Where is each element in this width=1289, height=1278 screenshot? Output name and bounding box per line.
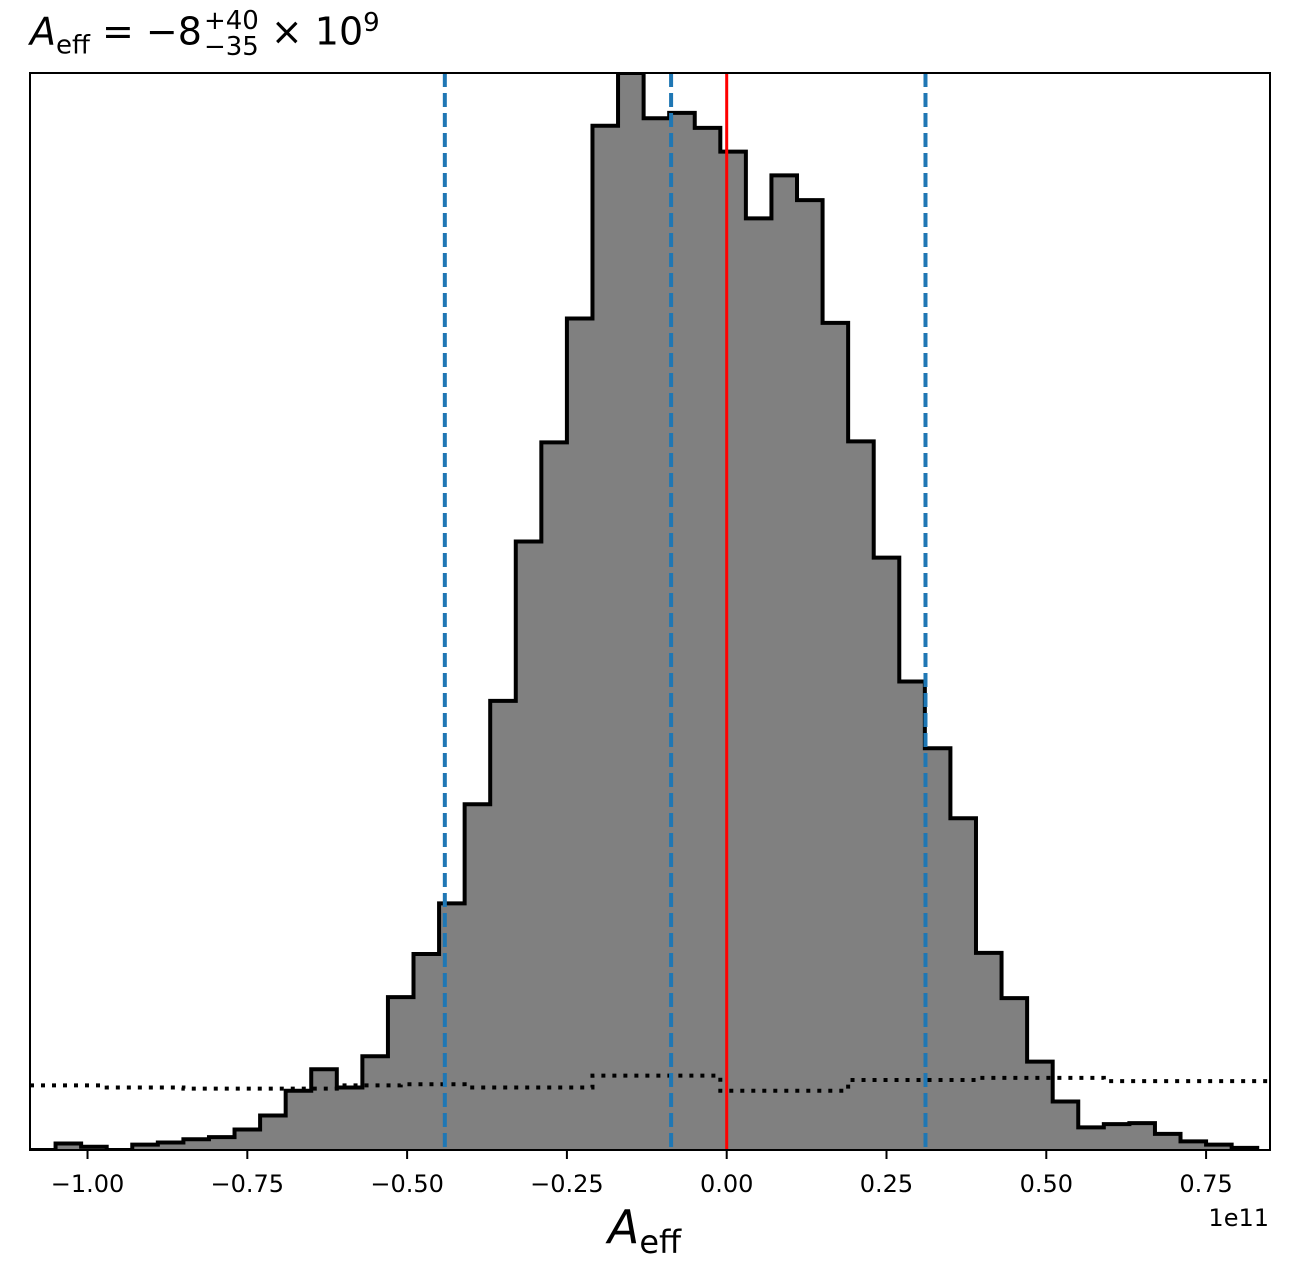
x-tick-label: −0.50 [370, 1170, 444, 1198]
histogram-bar [1027, 1061, 1054, 1150]
histogram-bar [771, 175, 798, 1150]
histogram-bar [745, 218, 772, 1150]
prior-distribution-line [30, 1073, 1270, 1093]
x-axis-label: Aeff [0, 1200, 1289, 1261]
x-tick-label: −0.25 [530, 1170, 604, 1198]
histogram-bar [1129, 1123, 1156, 1150]
x-tick-label: −0.75 [211, 1170, 285, 1198]
histogram-outline [30, 73, 1260, 1150]
title-upper-error: +40 [203, 6, 259, 37]
histogram-bar [1078, 1127, 1105, 1150]
histogram-bar [873, 557, 900, 1150]
histogram-bar [362, 1056, 389, 1150]
histogram-bar [592, 125, 619, 1150]
histogram-bar [234, 1129, 261, 1150]
histogram-bar [208, 1137, 236, 1150]
title-lower-error: −35 [203, 32, 259, 63]
histogram-bar [720, 151, 747, 1150]
histogram-bar [413, 953, 440, 1150]
x-tick-label: −1.00 [51, 1170, 125, 1198]
title-variable: A [30, 9, 56, 54]
histogram-bar [183, 1139, 210, 1150]
title-times: × 10 [258, 9, 364, 54]
x-tick-label: 0.00 [700, 1170, 753, 1198]
histogram-bar [1180, 1141, 1207, 1150]
histogram-bar [1052, 1101, 1079, 1150]
chart-title: Aeff = −8 +40 −35 × 109 [30, 8, 380, 60]
histogram-bar [490, 700, 517, 1150]
x-axis-label-variable: A [607, 1200, 640, 1254]
x-tick-label: 0.50 [1020, 1170, 1073, 1198]
x-axis-label-subscript: eff [639, 1223, 682, 1262]
histogram-bar [464, 804, 491, 1150]
x-tick-label: 0.75 [1179, 1170, 1232, 1198]
histogram-bar [1206, 1144, 1233, 1150]
histogram-bar [822, 322, 849, 1150]
histogram-bar [285, 1090, 312, 1150]
histogram-bar [336, 1087, 363, 1150]
histogram-bar [1103, 1124, 1130, 1150]
histogram-bar [694, 127, 721, 1150]
title-exponent: 9 [363, 8, 380, 38]
histogram-bar [541, 442, 568, 1150]
histogram-bar [132, 1144, 159, 1150]
title-variable-subscript: eff [56, 30, 90, 61]
histogram-bar [618, 73, 645, 1150]
histogram-bar [643, 118, 670, 1150]
x-axis-offset-label: 1e11 [1208, 1204, 1269, 1232]
histogram-bar [1154, 1133, 1182, 1150]
histogram-bar [975, 952, 1003, 1150]
x-tick-label: 0.25 [860, 1170, 913, 1198]
histogram-bar [387, 997, 415, 1150]
histogram-bar [311, 1069, 338, 1150]
histogram-bar [899, 681, 926, 1150]
histogram-bar [566, 318, 593, 1150]
histogram-bar [55, 1143, 82, 1150]
histogram-bar [515, 541, 542, 1150]
histogram-bar [260, 1115, 287, 1150]
plot-frame [29, 72, 1271, 1151]
histogram-bar [669, 112, 696, 1150]
title-equals: = −8 [89, 9, 202, 54]
histogram-bar [848, 441, 875, 1150]
histogram-bar [1001, 998, 1028, 1150]
histogram-bar [950, 818, 977, 1150]
histogram-bar [797, 200, 824, 1150]
histogram-bar [157, 1142, 184, 1150]
histogram-bar [924, 748, 951, 1150]
